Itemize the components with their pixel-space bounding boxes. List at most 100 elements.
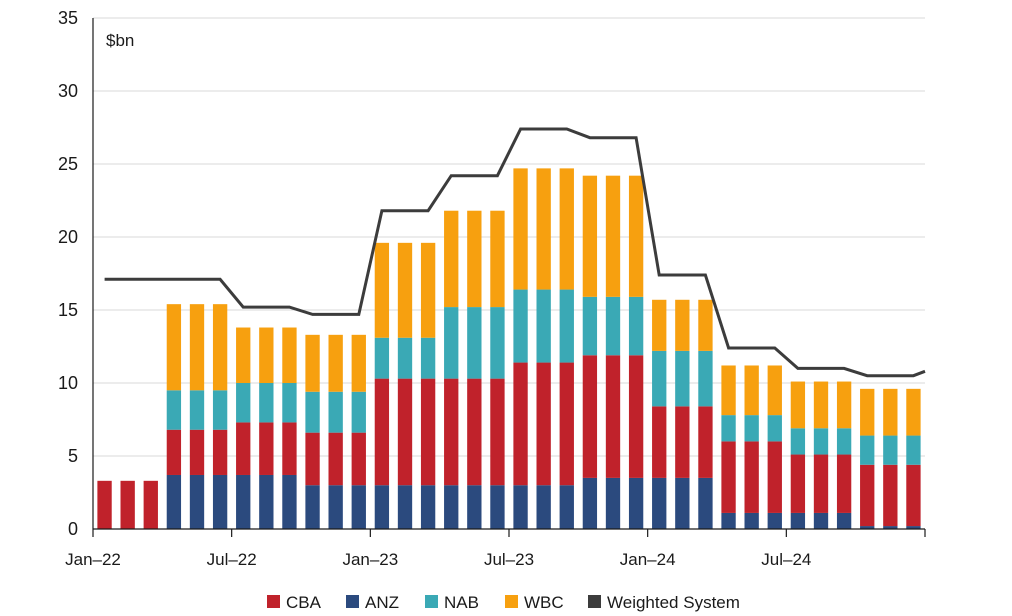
legend-label: Weighted System xyxy=(607,593,740,612)
y-tick-label: 10 xyxy=(58,373,78,393)
bar-segment-nab xyxy=(397,337,413,379)
bar-segment-nab xyxy=(675,350,690,407)
bar-segment-wbc xyxy=(513,168,528,290)
bar-segment-cba xyxy=(397,378,413,486)
bar-segment-anz xyxy=(420,485,436,529)
bar-segment-nab xyxy=(490,307,505,379)
bar-segment-anz xyxy=(397,485,413,529)
bar-segment-nab xyxy=(628,296,644,356)
bar-segment-anz xyxy=(490,485,505,529)
bar-segment-wbc xyxy=(420,242,436,338)
bar-segment-nab xyxy=(906,435,921,465)
weighted-system-polyline xyxy=(104,127,926,378)
bar-segment-wbc xyxy=(628,175,644,297)
bar-segment-wbc xyxy=(836,381,852,429)
bar-segment-cba xyxy=(628,355,644,478)
bar-segment-anz xyxy=(813,512,829,529)
bar-segment-cba xyxy=(675,406,690,478)
y-tick-label: 20 xyxy=(58,227,78,247)
bar-segment-wbc xyxy=(559,168,574,290)
y-tick-label: 0 xyxy=(68,519,78,539)
bar-segment-anz xyxy=(282,474,297,529)
bar-segment-wbc xyxy=(744,365,759,416)
bar-segment-cba xyxy=(236,422,251,475)
bar-segment-nab xyxy=(582,296,598,356)
bar-segment-cba xyxy=(420,378,436,486)
bar-segment-anz xyxy=(259,474,274,529)
bar-segment-anz xyxy=(305,485,320,529)
bar-segment-nab xyxy=(559,289,574,363)
bar-segment-wbc xyxy=(212,304,228,391)
bar-segment-nab xyxy=(860,435,875,465)
legend-swatch-cba xyxy=(267,595,280,608)
bar-segment-anz xyxy=(236,474,251,529)
bar-segment-anz xyxy=(559,485,574,529)
bar-segment-cba xyxy=(97,480,112,529)
bar-segment-cba xyxy=(328,432,343,486)
bar-segment-anz xyxy=(883,526,898,529)
legend-swatch-wbc xyxy=(505,595,518,608)
bar-segment-nab xyxy=(212,390,228,430)
y-tick-label: 30 xyxy=(58,81,78,101)
bar-segment-anz xyxy=(189,474,205,529)
legend-label: NAB xyxy=(444,593,479,612)
bar-segment-wbc xyxy=(374,242,390,338)
bar-segment-anz xyxy=(698,477,713,529)
bar-segment-cba xyxy=(767,441,782,513)
bar-segment-wbc xyxy=(189,304,205,391)
bar-segment-nab xyxy=(883,435,898,465)
bar-segment-wbc xyxy=(467,210,482,308)
bar-segment-nab xyxy=(374,337,390,379)
legend-label: WBC xyxy=(524,593,564,612)
x-tick-label: Jan–22 xyxy=(65,550,121,569)
bar-segment-wbc xyxy=(397,242,413,338)
bar-segment-cba xyxy=(605,355,621,478)
legend-swatch-weighted-system xyxy=(588,595,601,608)
y-tick-label: 5 xyxy=(68,446,78,466)
y-tick-label: 25 xyxy=(58,154,78,174)
bar-segment-cba xyxy=(652,406,667,478)
bar-segment-anz xyxy=(744,512,759,529)
bar-segment-cba xyxy=(305,432,320,486)
bar-segment-cba xyxy=(559,362,574,486)
bar-segment-nab xyxy=(166,390,182,430)
bar-segment-wbc xyxy=(698,299,713,351)
bar-segment-wbc xyxy=(813,381,829,429)
legend-label: ANZ xyxy=(365,593,399,612)
bar-segment-wbc xyxy=(444,210,459,308)
legend-label: CBA xyxy=(286,593,322,612)
bar-segment-wbc xyxy=(883,388,898,436)
bar-segment-anz xyxy=(836,512,852,529)
bar-segment-cba xyxy=(536,362,551,486)
unit-label: $bn xyxy=(106,31,134,50)
bar-segment-anz xyxy=(374,485,390,529)
bar-segment-anz xyxy=(721,512,736,529)
bar-segment-cba xyxy=(883,464,898,527)
x-tick-labels: Jan–22 Jul–22 Jan–23 Jul–23 Jan–24 Jul–24 xyxy=(65,529,926,569)
bar-segment-cba xyxy=(282,422,297,475)
bar-segment-anz xyxy=(536,485,551,529)
bar-segment-nab xyxy=(744,415,759,442)
bar-segment-nab xyxy=(236,383,251,423)
bar-segment-wbc xyxy=(790,381,806,429)
bar-segment-cba xyxy=(189,429,205,475)
bar-segment-nab xyxy=(189,390,205,430)
bar-segment-nab xyxy=(536,289,551,363)
bar-segment-cba xyxy=(374,378,390,486)
bar-segment-nab xyxy=(513,289,528,363)
bar-segment-wbc xyxy=(721,365,736,416)
x-tick-label: Jan–23 xyxy=(342,550,398,569)
bar-segment-nab xyxy=(767,415,782,442)
bar-segment-wbc xyxy=(282,327,297,383)
bar-segment-cba xyxy=(351,432,366,486)
bar-segment-nab xyxy=(467,307,482,379)
bar-segment-anz xyxy=(767,512,782,529)
bar-segment-anz xyxy=(328,485,343,529)
bar-segment-wbc xyxy=(652,299,667,351)
bar-segment-nab xyxy=(652,350,667,407)
y-tick-label: 35 xyxy=(58,8,78,28)
bar-segment-wbc xyxy=(328,334,343,392)
bar-segment-nab xyxy=(305,391,320,433)
bar-segment-nab xyxy=(259,383,274,423)
